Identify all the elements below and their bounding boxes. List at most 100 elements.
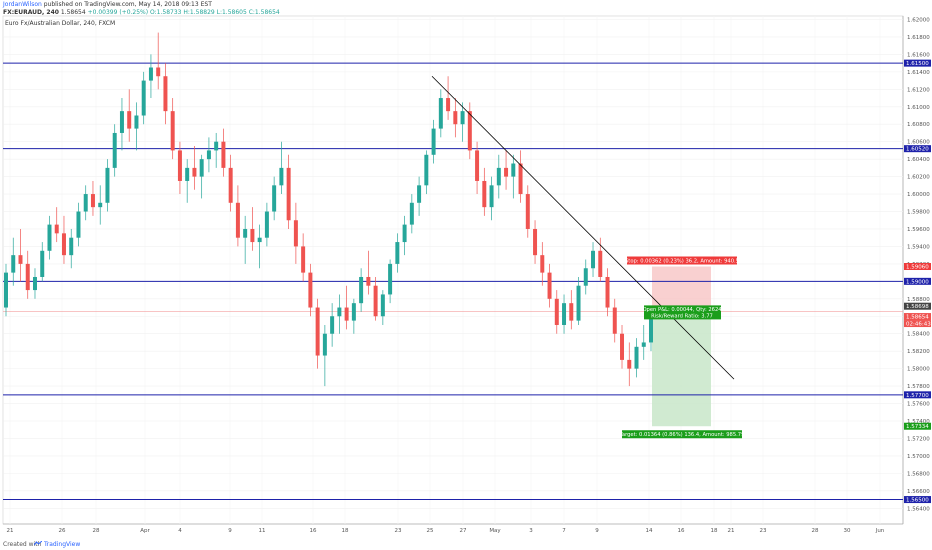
y-tick-label: 1.58200 [907, 349, 930, 355]
y-tick-label: 1.60000 [907, 192, 930, 198]
candle-body [228, 167, 233, 203]
x-tick-label: 16 [678, 528, 685, 534]
candle-body [54, 224, 59, 234]
candle-body [482, 180, 487, 208]
created-with-text: Created with [3, 541, 42, 548]
candle-body [40, 250, 45, 277]
y-tick-label: 1.58800 [907, 297, 930, 303]
y-tick-label: 1.56400 [907, 506, 930, 512]
candle-body [475, 150, 480, 181]
level-price-tag [904, 59, 931, 67]
candle-body [221, 141, 226, 168]
candle-body [185, 167, 190, 181]
candle-body [424, 154, 429, 186]
y-tick-label: 1.57600 [907, 402, 930, 408]
candle-body [11, 255, 16, 273]
candle-body [431, 128, 436, 155]
candle-body [279, 167, 284, 186]
y-tick-label: 1.61600 [907, 52, 930, 58]
y-tick-label: 1.58400 [907, 332, 930, 338]
target-label-box [622, 430, 742, 439]
stop-price-label: 1.59060 [906, 265, 929, 271]
x-tick-label: 9 [595, 528, 599, 534]
y-tick-label: 1.57800 [907, 384, 930, 390]
candle-body [32, 276, 37, 291]
level-price-label: 1.57700 [906, 393, 929, 399]
stop-price-tag [904, 263, 931, 271]
candle-body [119, 111, 124, 133]
candle-body [250, 228, 255, 243]
x-tick-label: 23 [760, 528, 767, 534]
candle-body [620, 333, 625, 360]
candle-body [83, 194, 88, 212]
y-tick-label: 1.61800 [907, 35, 930, 41]
y-tick-label: 1.57400 [907, 419, 930, 425]
tradingview-brand[interactable]: TradingView [44, 541, 81, 548]
candle-body [163, 76, 168, 112]
candle-body [25, 263, 30, 291]
candle-body [351, 303, 356, 321]
x-tick-label: 7 [562, 528, 566, 534]
target-label: Target: 0.01364 (0.86%) 136.4, Amount: 9… [619, 432, 745, 438]
chart-title: Euro Fx/Australian Dollar, 240, FXCM [5, 20, 116, 27]
x-tick-label: 18 [711, 528, 718, 534]
candle-body [359, 276, 364, 304]
y-tick-label: 1.60400 [907, 157, 930, 163]
stop-label-box [627, 256, 737, 265]
candle-body [286, 167, 291, 221]
candle-body [518, 163, 523, 195]
candle-body [47, 224, 52, 251]
x-tick-label: 18 [342, 528, 349, 534]
candle-body [112, 132, 117, 168]
level-price-label: 1.61500 [906, 61, 929, 67]
candle-body [612, 307, 617, 334]
footer: Created with TradingView [0, 538, 932, 550]
author-link[interactable]: JordanWilson [3, 1, 42, 8]
level-price-label: 1.60520 [906, 147, 929, 153]
x-tick-label: 3 [529, 528, 533, 534]
ohlc: O:1.58733 H:1.58829 L:1.58605 C:1.58654 [150, 9, 280, 16]
candle-body [547, 272, 552, 299]
x-tick-label: 23 [395, 528, 402, 534]
candle-body [177, 150, 182, 181]
published-text: published on TradingView.com, May 14, 20… [43, 1, 212, 8]
x-tick-label: 21 [728, 528, 735, 534]
x-tick-label: Jun [875, 528, 885, 534]
candle-body [554, 298, 559, 325]
candle-body [569, 303, 574, 321]
x-tick-label: 21 [7, 528, 14, 534]
candle-body [90, 194, 95, 208]
target-price-tag [904, 422, 931, 430]
candle-body [380, 294, 385, 317]
candle-body [235, 202, 240, 238]
level-price-tag [904, 145, 931, 153]
candle-body [395, 242, 400, 264]
level-price-label: 1.56500 [906, 498, 929, 504]
candle-body [337, 307, 342, 317]
x-tick-label: Apr [140, 528, 150, 534]
candle-body [156, 67, 161, 77]
candle-body [504, 167, 509, 177]
publish-line: JordanWilson published on TradingView.co… [3, 1, 212, 8]
candle-body [533, 228, 538, 256]
x-tick-label: 30 [844, 528, 851, 534]
candle-body [402, 224, 407, 243]
candle-body [409, 202, 414, 225]
candle-body [127, 111, 132, 129]
stop-label: Stop: 0.00362 (0.23%) 36.2, Amount: 940.… [625, 259, 739, 265]
x-tick-label: May [489, 528, 501, 534]
candle-body [98, 202, 103, 208]
y-tick-label: 1.60800 [907, 122, 930, 128]
tradingview-logo-icon [34, 541, 42, 546]
candle-body [417, 185, 422, 203]
candle-body [649, 311, 653, 343]
candle-body [315, 307, 320, 356]
candle-body [243, 228, 248, 238]
x-tick-label: 9 [228, 528, 232, 534]
candle-body [489, 185, 494, 208]
candle-body [576, 285, 581, 321]
last-price-tag [904, 302, 931, 310]
x-tick-label: 4 [178, 528, 182, 534]
change: +0.00399 (+0.25%) [87, 9, 149, 16]
